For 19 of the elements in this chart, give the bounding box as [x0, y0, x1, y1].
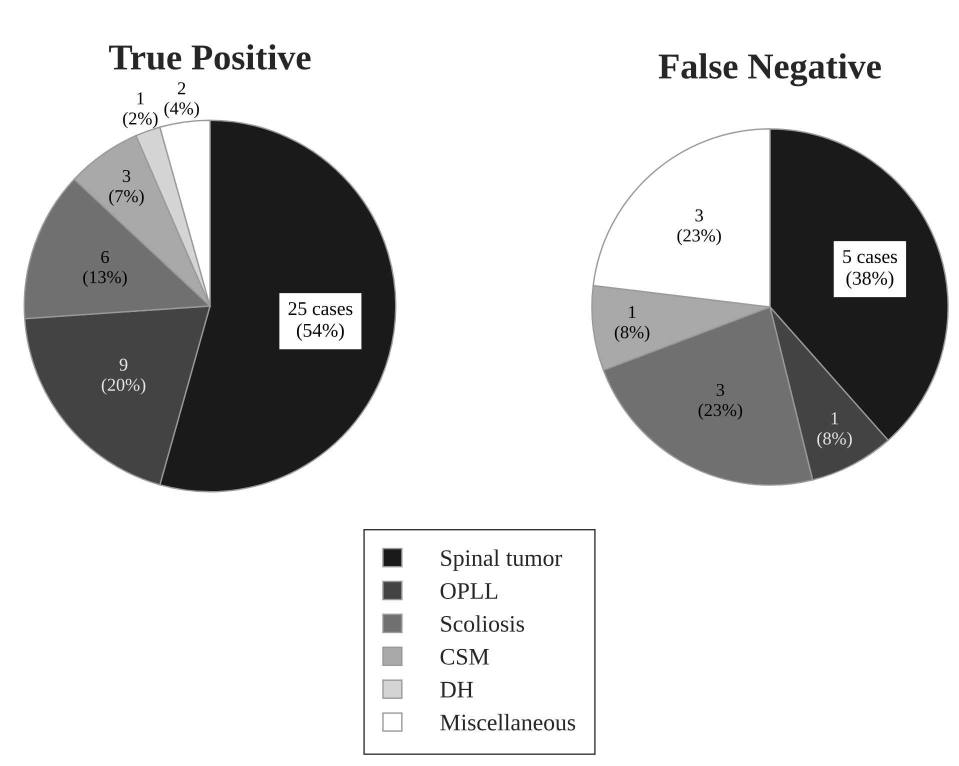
- chart-title: True Positive: [109, 44, 311, 70]
- chart-title: False Negative: [658, 53, 881, 86]
- data-label: 5 cases (38%): [843, 250, 898, 289]
- data-label: 9 (20%): [102, 358, 146, 395]
- data-label: 25 cases (54%): [288, 302, 352, 341]
- legend-label: CSM: [440, 648, 489, 665]
- data-label: 3 (23%): [677, 209, 721, 246]
- data-label: 3 (7%): [109, 170, 144, 206]
- legend-label: OPLL: [440, 583, 498, 599]
- legend-label: DH: [440, 682, 474, 698]
- legend-label: Miscellaneous: [440, 714, 576, 731]
- data-label: 3 (23%): [698, 384, 742, 420]
- data-label: 2 (4%): [164, 82, 199, 118]
- data-label: 1 (2%): [123, 92, 158, 128]
- legend-label: Scoliosis: [441, 615, 524, 632]
- data-label: 1 (8%): [817, 412, 852, 448]
- data-label: 6 (13%): [83, 251, 127, 287]
- legend-label: Spinal tumor: [441, 549, 562, 571]
- data-label: 1 (8%): [614, 306, 650, 342]
